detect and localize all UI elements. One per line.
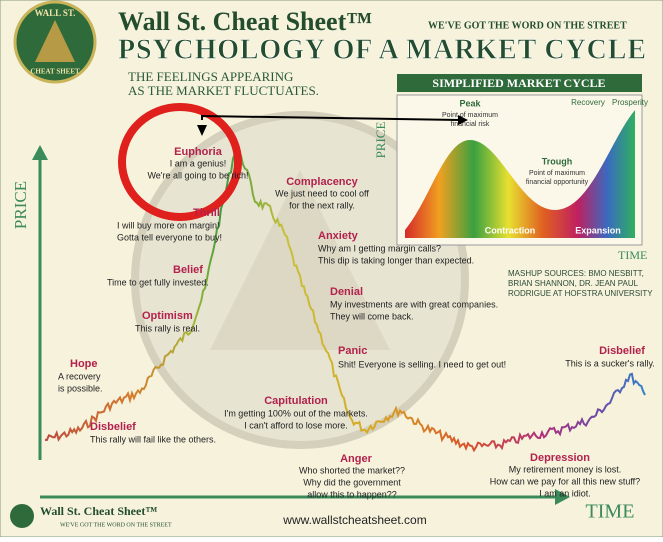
inset-note: Point of maximum (442, 112, 498, 119)
stage-quote: We're all going to be rich! (147, 170, 248, 180)
inset-trough: Trough (542, 156, 573, 166)
pointer-arrow (201, 114, 461, 121)
stage-quote: for the next rally. (289, 200, 355, 210)
inset-phase: Expansion (575, 225, 621, 235)
sources: Rodrigue at Hofstra University (508, 289, 653, 298)
arrow (32, 145, 48, 160)
stage-quote: I will buy more on margin! (117, 220, 220, 230)
stage-quote: I'm getting 100% out of the markets. (224, 408, 368, 418)
inset-phase: Prosperity (612, 98, 648, 107)
stage-quote: allow this to happen?? (307, 489, 397, 499)
stage-name: Disbelief (90, 421, 136, 433)
stage-quote: They will come back. (330, 311, 414, 321)
stage-quote: is possible. (58, 383, 103, 393)
main-title: Psychology of a Market Cycle (118, 34, 646, 65)
stage-name: Hope (70, 358, 98, 370)
stage-quote: My retirement money is lost. (509, 464, 622, 474)
stage-name: Thrill (193, 207, 220, 219)
inset-note: financial opportunity (526, 179, 589, 186)
stage-quote: Why am I getting margin calls? (318, 243, 441, 253)
inset-curve (405, 110, 635, 238)
logo-text: CHEAT SHEET (30, 68, 80, 76)
stage-quote: Gotta tell everyone to buy! (117, 232, 222, 242)
stage-quote: We just need to cool off (275, 188, 369, 198)
y-axis-label: PRICE (11, 181, 30, 229)
logo-text: WALL ST. (35, 8, 76, 18)
stage-name: Capitulation (264, 395, 328, 407)
stage-quote: I can't afford to lose more. (244, 420, 348, 430)
stage-quote: Who shorted the market?? (299, 465, 405, 475)
stage-name: Anger (340, 453, 373, 465)
stage-name: Anxiety (318, 230, 359, 242)
stage-quote: My investments are with great companies. (330, 299, 498, 309)
footer-logo (10, 504, 34, 528)
sources: Brian Shannon, Dr. Jean Paul (508, 279, 639, 288)
brand: Wall St. Cheat Sheet™ (118, 7, 372, 36)
tagline: We've got the word on the street (428, 20, 627, 31)
stage-quote: I am an idiot. (539, 488, 591, 498)
footer-tagline: We've got the word on the street (60, 522, 172, 528)
highlight-circle (118, 103, 242, 221)
arrow (197, 125, 207, 136)
stage-name: Euphoria (174, 146, 223, 158)
arrow (458, 115, 468, 125)
price-line (44, 152, 646, 453)
footer-url: www.wallstcheatsheet.com (282, 513, 426, 527)
inset-title: Simplified Market Cycle (432, 76, 605, 90)
stage-name: Depression (530, 452, 590, 464)
x-axis-label: TIME (586, 501, 635, 523)
inset-peak: Peak (459, 98, 481, 108)
footer-brand: Wall St. Cheat Sheet™ (40, 504, 157, 518)
stage-quote: This rally is real. (135, 323, 200, 333)
stage-quote: I am a genius! (170, 158, 227, 168)
stage-name: Disbelief (599, 345, 645, 357)
stage-quote: How can we pay for all this new stuff? (490, 476, 640, 486)
sources: Mashup Sources: BMO Nesbitt, (508, 269, 644, 278)
inset-phase: Recovery (571, 98, 605, 107)
stage-quote: Time to get fully invested. (107, 277, 209, 287)
stage-quote: Shit! Everyone is selling. I need to get… (338, 359, 506, 369)
stage-quote: This rally will fail like the others. (90, 434, 216, 444)
arrow (555, 489, 570, 505)
stage-quote: Why did the government (303, 477, 401, 487)
subtitle-line: as the market fluctuates. (128, 83, 319, 98)
inset-note: Point of maximum (529, 170, 585, 177)
watermark-pyramid (210, 170, 390, 350)
inset-x-label: TIME (618, 248, 647, 262)
stage-quote: This dip is taking longer than expected. (318, 255, 474, 265)
inset-phase: Contraction (485, 225, 536, 235)
stage-name: Belief (173, 264, 203, 276)
stage-name: Complacency (286, 176, 358, 188)
stage-quote: This is a sucker's rally. (565, 358, 655, 368)
subtitle-line: The feelings appearing (128, 69, 293, 84)
inset-y-label: PRICE (373, 122, 388, 159)
stage-name: Optimism (142, 310, 193, 322)
inset-note: financial risk (451, 121, 490, 128)
inset-title-bar (397, 74, 642, 92)
subtitle: The feelings appearing as the market fluc… (128, 69, 319, 98)
stage-quote: A recovery (58, 371, 101, 381)
logo-pyramid (35, 20, 75, 62)
stage-name: Panic (338, 345, 367, 357)
stage-name: Denial (330, 286, 363, 298)
